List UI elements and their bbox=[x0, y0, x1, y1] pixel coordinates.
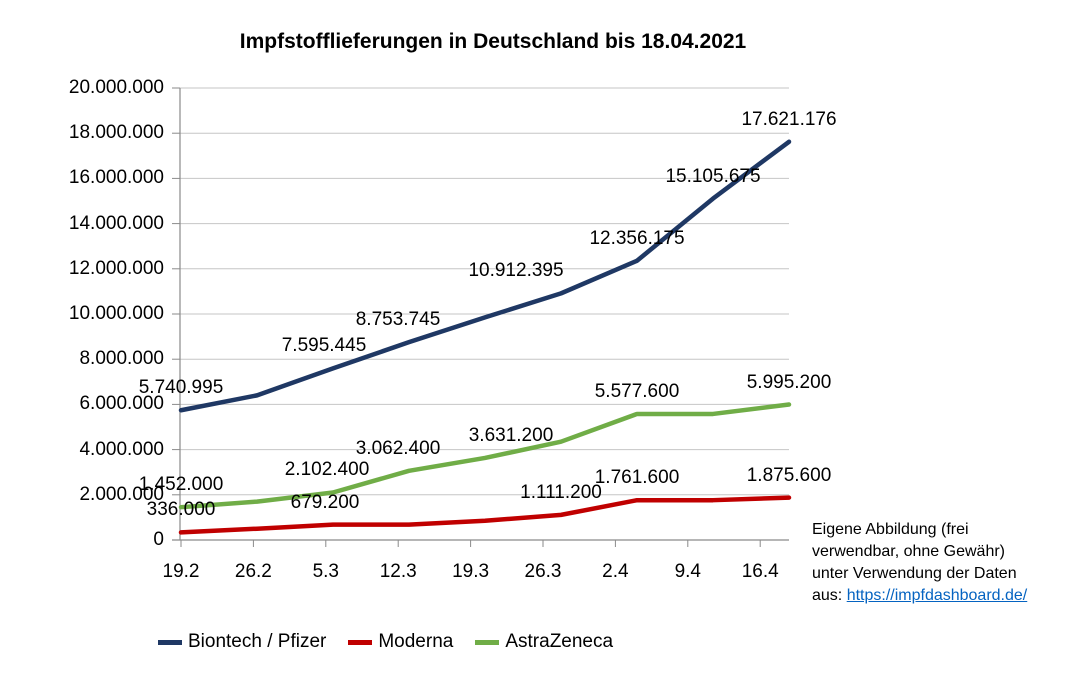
source-note: Eigene Abbildung (frei verwendbar, ohne … bbox=[812, 519, 1068, 607]
x-axis-tick-label: 26.3 bbox=[524, 561, 562, 582]
data-label-moderna: 679.200 bbox=[290, 491, 360, 513]
x-axis-tick-label: 19.2 bbox=[162, 561, 200, 582]
data-label-biontechpfizer: 8.753.745 bbox=[355, 309, 441, 331]
y-axis-tick-label: 0 bbox=[153, 529, 164, 550]
legend-item-moderna: Moderna bbox=[348, 631, 453, 653]
data-label-astrazeneca: 3.631.200 bbox=[468, 424, 554, 446]
legend-label-moderna: Moderna bbox=[378, 631, 454, 652]
source-line-4: aus: https://impfdashboard.de/ bbox=[812, 585, 1068, 607]
data-label-astrazeneca: 3.062.400 bbox=[355, 437, 441, 459]
legend-label-astrazeneca: AstraZeneca bbox=[505, 631, 614, 652]
source-line-3: unter Verwendung der Daten bbox=[812, 565, 1017, 582]
data-label-astrazeneca: 5.577.600 bbox=[594, 380, 680, 402]
x-axis-tick-label: 12.3 bbox=[379, 561, 417, 582]
series-line-astrazeneca bbox=[178, 402, 792, 510]
legend-swatch-biontech bbox=[158, 639, 182, 645]
source-line-2: verwendbar, ohne Gewähr) bbox=[812, 543, 1005, 560]
y-axis-tick-label: 2.000.000 bbox=[79, 483, 164, 505]
data-label-biontechpfizer: 15.105.675 bbox=[665, 165, 761, 187]
y-axis-tick-label: 20.000.000 bbox=[68, 77, 164, 98]
data-label-biontechpfizer: 7.595.445 bbox=[281, 335, 367, 357]
series-line-biontechpfizer bbox=[178, 139, 792, 413]
x-axis-tick-label: 2.4 bbox=[602, 561, 629, 582]
legend-item-astrazeneca: AstraZeneca bbox=[475, 631, 613, 653]
legend-label-biontech: Biontech / Pfizer bbox=[188, 631, 327, 652]
data-label-astrazeneca: 5.995.200 bbox=[746, 371, 832, 393]
legend: Biontech / Pfizer Moderna AstraZeneca bbox=[158, 631, 613, 653]
x-axis-tick-label: 9.4 bbox=[674, 561, 701, 582]
data-label-biontechpfizer: 10.912.395 bbox=[468, 260, 564, 282]
x-axis-tick-label: 19.3 bbox=[452, 561, 490, 582]
y-axis-tick-label: 8.000.000 bbox=[79, 348, 164, 370]
data-label-moderna: 336.000 bbox=[146, 499, 216, 521]
x-axis-tick-label: 16.4 bbox=[741, 561, 779, 582]
x-axis-tick-label: 26.2 bbox=[234, 561, 272, 582]
chart-title: Impfstofflieferungen in Deutschland bis … bbox=[239, 30, 747, 53]
y-axis-tick-label: 12.000.000 bbox=[68, 257, 164, 279]
y-axis-tick-label: 6.000.000 bbox=[79, 393, 164, 415]
y-axis-tick-label: 16.000.000 bbox=[68, 167, 164, 189]
data-label-biontechpfizer: 12.356.175 bbox=[589, 227, 685, 249]
data-label-biontechpfizer: 5.740.995 bbox=[138, 377, 224, 399]
y-axis-tick-label: 10.000.000 bbox=[68, 303, 164, 324]
x-axis-tick-label: 5.3 bbox=[312, 561, 339, 582]
y-axis-tick-label: 4.000.000 bbox=[79, 438, 164, 460]
series-line-moderna bbox=[178, 495, 792, 535]
impfdashboard-link[interactable]: https://impfdashboard.de/ bbox=[846, 587, 1028, 604]
legend-item-biontech: Biontech / Pfizer bbox=[158, 631, 326, 653]
data-label-biontechpfizer: 17.621.176 bbox=[741, 108, 837, 130]
legend-swatch-astrazeneca bbox=[475, 639, 500, 645]
source-link-prefix: aus: bbox=[812, 587, 847, 604]
data-label-astrazeneca: 2.102.400 bbox=[284, 459, 370, 481]
data-label-astrazeneca: 1.452.000 bbox=[138, 474, 224, 496]
source-line-1: Eigene Abbildung (frei bbox=[812, 521, 969, 538]
y-axis-tick-label: 18.000.000 bbox=[68, 122, 164, 144]
y-axis-tick-label: 14.000.000 bbox=[68, 212, 164, 234]
data-label-moderna: 1.111.200 bbox=[520, 481, 602, 503]
legend-swatch-moderna bbox=[348, 639, 373, 645]
data-label-moderna: 1.875.600 bbox=[746, 464, 832, 486]
data-label-moderna: 1.761.600 bbox=[594, 467, 680, 489]
